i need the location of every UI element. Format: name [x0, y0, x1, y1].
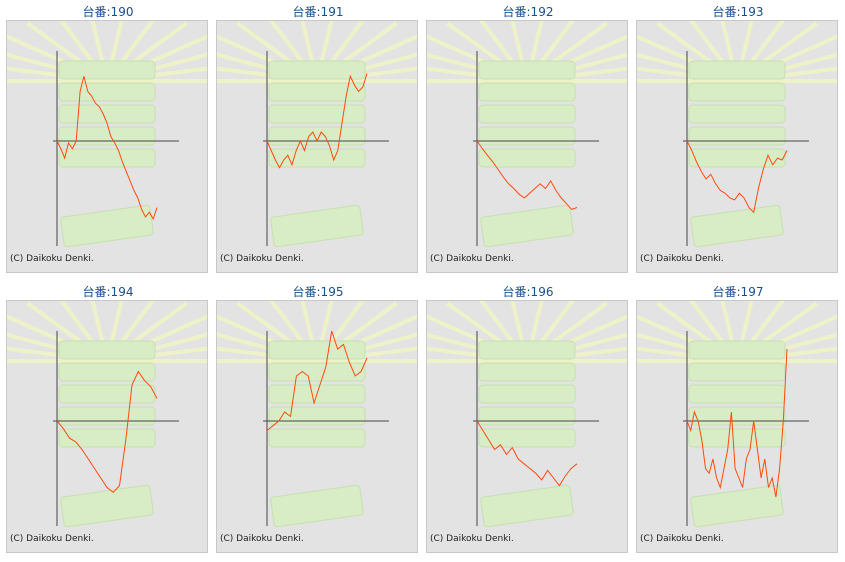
graph-svg	[217, 21, 417, 248]
copyright-text: (C) Daikoku Denki.	[10, 254, 94, 264]
graph-panel[interactable]: 台番:190 (C) Daikoku Denki.	[3, 0, 213, 280]
graph-panel[interactable]: 台番:195 (C) Daikoku Denki.	[213, 280, 423, 560]
machine-number-title[interactable]: 台番:190	[82, 5, 134, 19]
graph-panel[interactable]: 台番:193 (C) Daikoku Denki.	[633, 0, 843, 280]
graph-panel[interactable]: 台番:192 (C) Daikoku Denki.	[423, 0, 633, 280]
copyright-text: (C) Daikoku Denki.	[10, 534, 94, 544]
graph-svg	[217, 301, 417, 528]
slump-graph: (C) Daikoku Denki.	[6, 300, 208, 553]
copyright-text: (C) Daikoku Denki.	[220, 534, 304, 544]
slump-graph: (C) Daikoku Denki.	[636, 300, 838, 553]
slump-graph: (C) Daikoku Denki.	[426, 300, 628, 553]
graph-panel[interactable]: 台番:191 (C) Daikoku Denki.	[213, 0, 423, 280]
copyright-text: (C) Daikoku Denki.	[430, 534, 514, 544]
graph-svg	[637, 21, 837, 248]
graph-panel[interactable]: 台番:194 (C) Daikoku Denki.	[3, 280, 213, 560]
copyright-text: (C) Daikoku Denki.	[430, 254, 514, 264]
machine-number-title[interactable]: 台番:192	[502, 5, 554, 19]
machine-number-title[interactable]: 台番:197	[712, 285, 764, 299]
graph-svg	[7, 301, 207, 528]
series-line	[56, 370, 158, 493]
slump-graph: (C) Daikoku Denki.	[216, 20, 418, 273]
machine-number-title[interactable]: 台番:191	[292, 5, 344, 19]
graph-svg	[637, 301, 837, 528]
graph-panel[interactable]: 台番:197 (C) Daikoku Denki.	[633, 280, 843, 560]
slump-graph: (C) Daikoku Denki.	[636, 20, 838, 273]
slump-graph: (C) Daikoku Denki.	[6, 20, 208, 273]
graph-svg	[427, 301, 627, 528]
copyright-text: (C) Daikoku Denki.	[640, 254, 724, 264]
background-illustration	[217, 21, 417, 248]
background-illustration	[7, 301, 207, 528]
graph-svg	[427, 21, 627, 248]
series-line	[686, 140, 788, 214]
slump-graph: (C) Daikoku Denki.	[216, 300, 418, 553]
machine-number-title[interactable]: 台番:195	[292, 285, 344, 299]
background-illustration	[427, 301, 627, 528]
series-line	[476, 420, 578, 487]
graph-svg	[7, 21, 207, 248]
copyright-text: (C) Daikoku Denki.	[220, 254, 304, 264]
background-illustration	[427, 21, 627, 248]
background-illustration	[637, 301, 837, 528]
series-line	[266, 330, 368, 431]
background-illustration	[637, 21, 837, 248]
series-line	[686, 348, 788, 498]
machine-number-title[interactable]: 台番:194	[82, 285, 134, 299]
background-illustration	[217, 301, 417, 528]
series-line	[476, 140, 578, 210]
series-line	[266, 73, 368, 169]
copyright-text: (C) Daikoku Denki.	[640, 534, 724, 544]
slump-graph: (C) Daikoku Denki.	[426, 20, 628, 273]
series-line	[56, 76, 158, 221]
machine-number-title[interactable]: 台番:196	[502, 285, 554, 299]
machine-number-title[interactable]: 台番:193	[712, 5, 764, 19]
background-illustration	[7, 21, 207, 248]
graph-panel[interactable]: 台番:196 (C) Daikoku Denki.	[423, 280, 633, 560]
